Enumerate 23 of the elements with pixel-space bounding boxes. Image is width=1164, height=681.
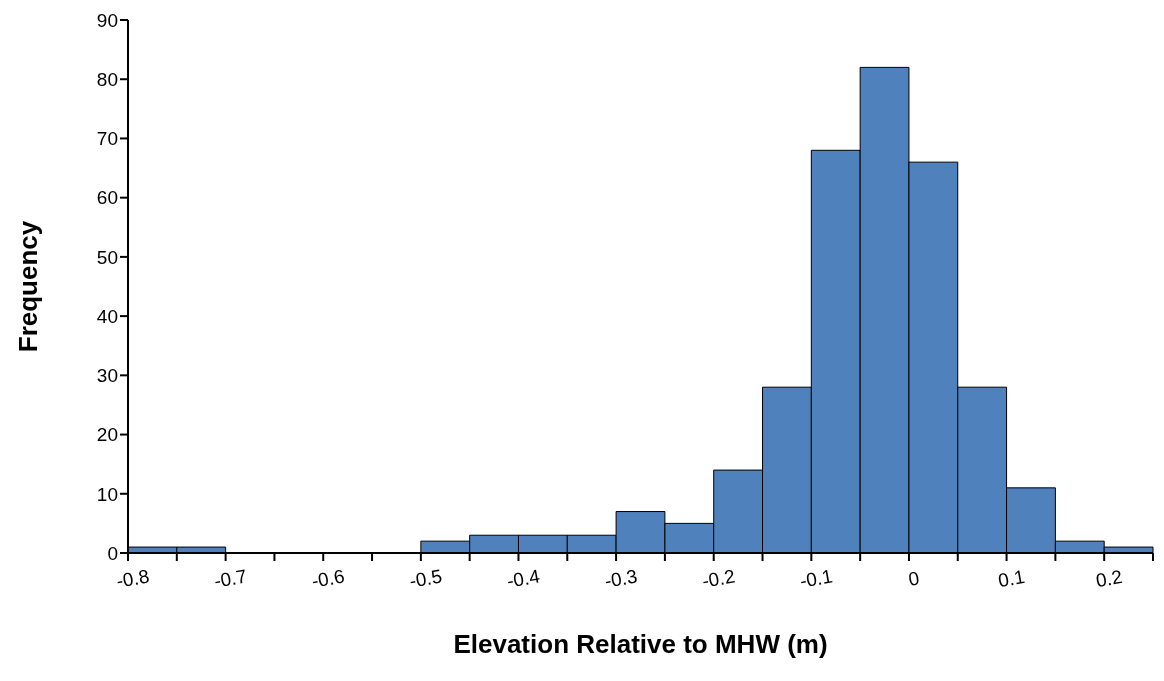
y-tick-label: 40: [96, 305, 118, 327]
y-tick-label: 10: [96, 483, 118, 505]
x-tick-label: -0.4: [505, 565, 542, 592]
y-tick-label: 90: [96, 9, 118, 31]
x-tick-label: 0.1: [996, 565, 1027, 592]
x-tick-label: 0: [906, 567, 921, 590]
y-tick-label: 30: [96, 365, 118, 387]
x-tick-label: -0.5: [407, 565, 444, 592]
x-tick-label: -0.8: [114, 565, 151, 592]
x-axis-title: Elevation Relative to MHW (m): [453, 629, 828, 659]
x-tick-label: -0.2: [700, 565, 737, 592]
x-tick-label: -0.3: [603, 565, 639, 592]
x-tick-label: -0.7: [212, 565, 249, 592]
y-tick-label: 80: [96, 68, 118, 90]
x-tick-label: 0.2: [1094, 565, 1124, 592]
y-tick-label: 50: [96, 246, 118, 268]
y-tick-label: 0: [107, 542, 118, 564]
x-tick-label: -0.1: [798, 565, 835, 592]
y-tick-label: 60: [96, 187, 118, 209]
y-axis-title: Frequency: [13, 220, 44, 353]
y-tick-label: 20: [96, 424, 118, 446]
y-tick-label: 70: [96, 128, 118, 150]
x-tick-label: -0.6: [310, 565, 347, 592]
